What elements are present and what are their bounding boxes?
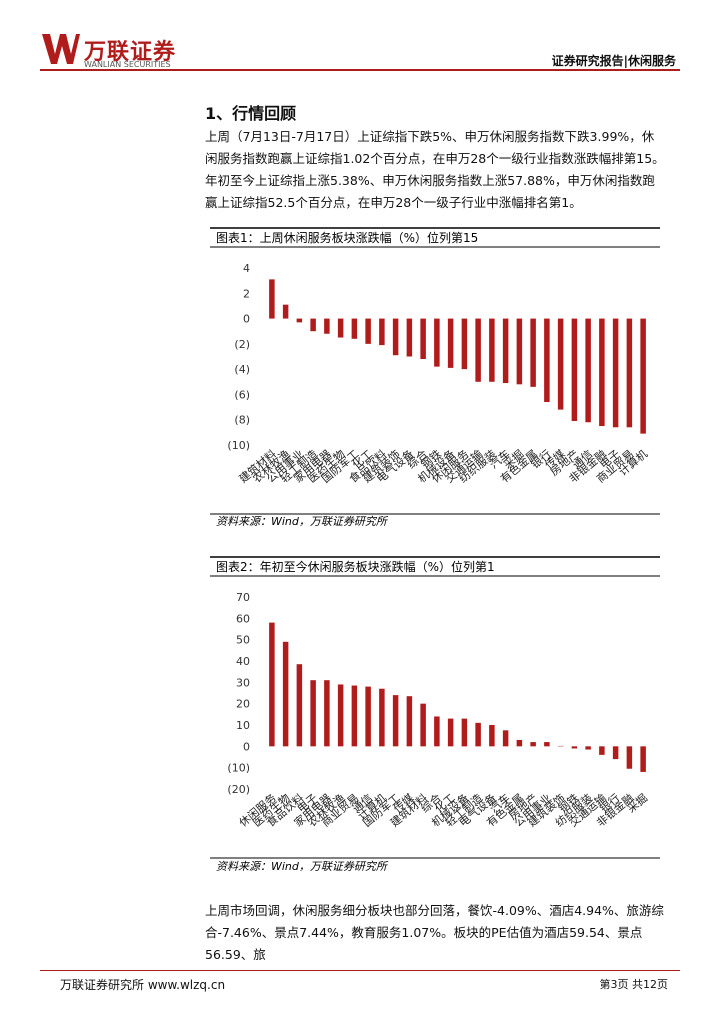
report-tag: 证券研究报告|休闲服务 (551, 54, 676, 68)
y-tick-label: 0 (243, 313, 250, 326)
bar (324, 680, 330, 747)
bar (516, 318, 523, 385)
bar (475, 318, 481, 382)
y-tick-label: 40 (236, 655, 250, 668)
bar (447, 318, 454, 368)
bar (516, 739, 523, 747)
bar (379, 688, 385, 747)
bar (599, 318, 605, 427)
bar (585, 746, 591, 750)
bar (557, 318, 564, 410)
footer-rule (40, 970, 680, 971)
bar (626, 318, 633, 428)
bar (502, 730, 509, 747)
bar (489, 318, 495, 382)
bar (599, 746, 605, 755)
y-tick-label: 0 (243, 740, 250, 753)
y-tick-label: 30 (236, 676, 250, 689)
y-tick-label: 70 (236, 591, 250, 604)
bar (269, 279, 275, 319)
bar (406, 318, 413, 357)
bar (351, 685, 358, 747)
bar (282, 304, 289, 319)
bar (571, 746, 578, 749)
y-tick-label: 4 (243, 262, 250, 275)
bar (612, 746, 619, 760)
bar (324, 318, 330, 334)
bar (489, 725, 495, 747)
bar (434, 318, 440, 367)
bar (379, 318, 385, 346)
bar (365, 686, 371, 747)
bar (296, 664, 303, 747)
source-note: 资料来源：Wind，万联证券研究所 (216, 860, 389, 873)
bar (502, 318, 509, 384)
bar (530, 318, 536, 387)
y-tick-label: (6) (234, 388, 250, 401)
bar (461, 718, 468, 747)
footer-left: 万联证券研究所 www.wlzq.cn (60, 978, 226, 992)
bar (640, 318, 646, 434)
header-rule (40, 69, 680, 71)
chart-title: 图表1：上周休闲服务板块涨跌幅（%）位列第15 (216, 230, 478, 245)
y-tick-label: (2) (234, 338, 250, 351)
bar (365, 318, 371, 344)
y-tick-label: (4) (234, 363, 250, 376)
source-note: 资料来源：Wind，万联证券研究所 (216, 515, 389, 528)
bar (337, 684, 344, 747)
y-tick-label: 60 (236, 612, 250, 625)
bar (392, 318, 399, 356)
logo-mark (42, 34, 80, 64)
bar (530, 742, 536, 747)
y-tick-label: (10) (227, 762, 250, 775)
brand: 万联证券 (84, 40, 177, 65)
bar (626, 746, 633, 769)
bar (420, 703, 426, 747)
bar (392, 695, 399, 747)
footer-right: 第3页 共12页 (599, 978, 669, 991)
paragraph: 上周市场回调，休闲服务细分板块也部分回落，餐饮-4.09%、酒店4.94%、旅游… (205, 903, 664, 962)
bar (269, 622, 275, 747)
section-title: 1、行情回顾 (205, 104, 297, 123)
bar (447, 718, 454, 747)
bar (475, 722, 481, 747)
bar (461, 318, 468, 370)
bar (585, 318, 591, 423)
bar (434, 716, 440, 747)
y-tick-label: 20 (236, 698, 250, 711)
bar (351, 318, 358, 339)
chart: 图表2：年初至今休闲服务板块涨跌幅（%）位列第1 资料来源：Wind，万联证券研究… (210, 556, 660, 873)
y-tick-label: (8) (234, 414, 250, 427)
bar (296, 318, 303, 323)
chart: 图表1：上周休闲服务板块涨跌幅（%）位列第15 资料来源：Wind，万联证券研究所… (210, 227, 660, 528)
y-tick-label: 10 (236, 719, 250, 732)
bar (406, 696, 413, 747)
bar (544, 318, 550, 403)
y-tick-label: (20) (227, 783, 250, 796)
bar (571, 318, 578, 421)
bar (282, 641, 289, 747)
y-tick-label: (10) (227, 439, 250, 452)
y-tick-label: 50 (236, 634, 250, 647)
bar (420, 318, 426, 360)
bar (337, 318, 344, 338)
paragraph: 上周（7月13日-7月17日）上证综指下跌5%、申万休闲服务指数下跌3.99%，… (205, 129, 665, 210)
bar (640, 746, 646, 772)
bar (310, 680, 316, 747)
bar (612, 318, 619, 428)
brand-en: WANLIAN SECURITIES (84, 60, 171, 69)
bar (544, 742, 550, 747)
y-tick-label: 2 (243, 287, 250, 300)
chart-title: 图表2：年初至今休闲服务板块涨跌幅（%）位列第1 (216, 559, 495, 574)
bar (310, 318, 316, 332)
